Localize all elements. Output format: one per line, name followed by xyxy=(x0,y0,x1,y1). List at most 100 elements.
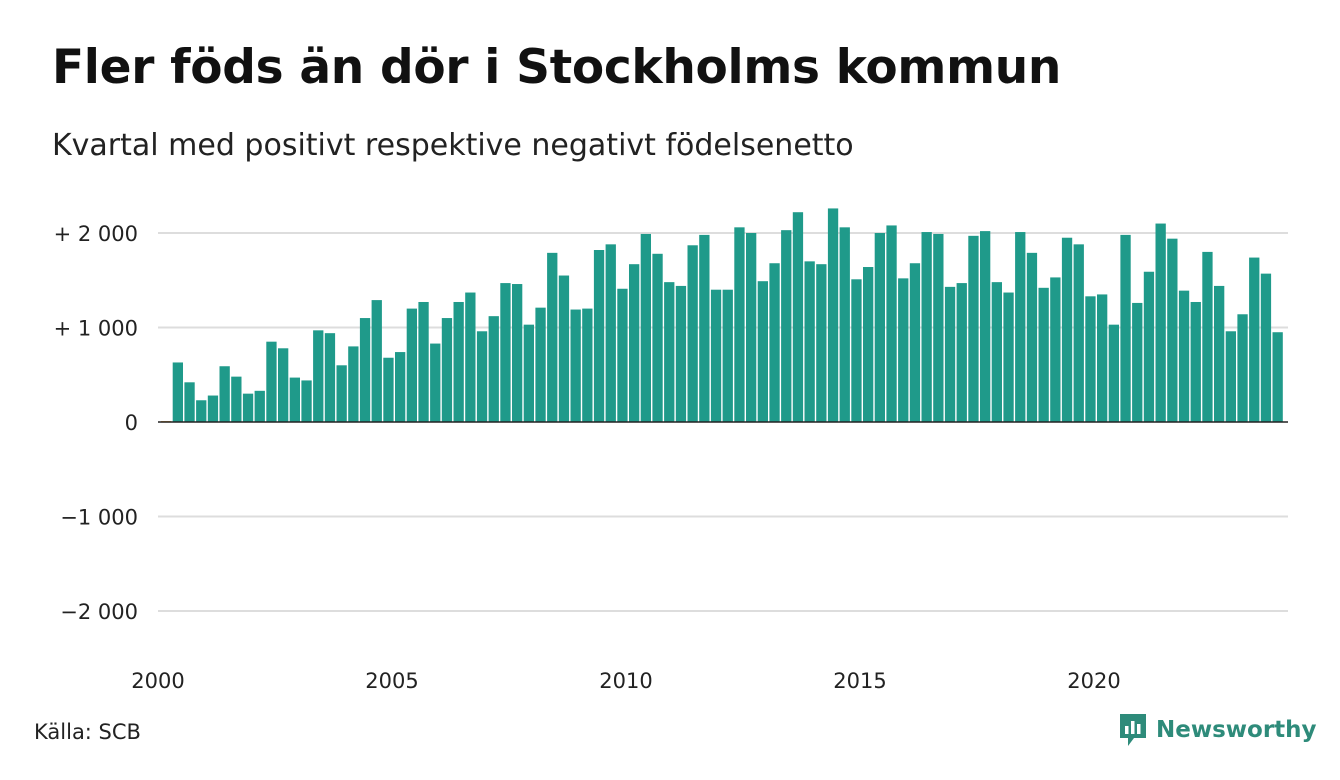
bar xyxy=(1178,290,1190,422)
bar xyxy=(465,292,476,422)
bar xyxy=(547,252,558,422)
brand-logo-link[interactable]: Newsworthy xyxy=(1118,712,1317,748)
bar xyxy=(886,225,897,422)
bar xyxy=(734,227,745,422)
bar xyxy=(769,263,780,422)
brand-name: Newsworthy xyxy=(1156,717,1317,743)
bar xyxy=(336,365,347,422)
y-axis-tick-labels: + 2 000 + 1 000 0 −1 000 −2 000 xyxy=(54,222,138,624)
bar xyxy=(406,308,417,422)
bar xyxy=(1249,257,1260,422)
bar xyxy=(558,275,570,422)
bar xyxy=(196,400,207,422)
bar xyxy=(441,318,453,422)
bar xyxy=(231,376,242,422)
bar xyxy=(1132,302,1143,422)
bar xyxy=(898,278,909,422)
bar xyxy=(207,395,219,422)
bar xyxy=(570,309,581,422)
bar xyxy=(839,227,850,422)
bar xyxy=(991,282,1002,422)
bar xyxy=(254,390,265,422)
bar xyxy=(851,279,862,422)
bar xyxy=(956,283,967,422)
source-note: Källa: SCB xyxy=(34,720,141,744)
bar xyxy=(1260,273,1272,422)
bar xyxy=(1120,234,1131,422)
bar xyxy=(1167,238,1178,422)
bar xyxy=(184,382,195,422)
x-axis-tick-labels: 2000 2005 2010 2015 2020 xyxy=(131,669,1120,693)
bar xyxy=(1202,251,1213,422)
bar xyxy=(687,245,698,422)
bar xyxy=(921,232,932,422)
bar xyxy=(348,346,359,422)
y-tick-label: + 1 000 xyxy=(54,317,138,341)
bars xyxy=(161,208,1283,423)
bar xyxy=(242,393,254,422)
bar xyxy=(874,233,885,422)
bar xyxy=(1155,223,1166,422)
bar xyxy=(629,264,640,422)
newsworthy-chart-icon xyxy=(1120,714,1146,746)
bar xyxy=(371,300,382,422)
y-tick-label: + 2 000 xyxy=(54,222,138,246)
bar xyxy=(278,348,289,422)
bar xyxy=(512,284,523,422)
bar xyxy=(1237,314,1248,422)
bar xyxy=(266,341,277,422)
bar xyxy=(699,234,710,422)
bar xyxy=(453,301,464,422)
bar xyxy=(324,333,336,422)
bar xyxy=(301,380,312,422)
bar xyxy=(944,286,956,422)
bar xyxy=(1085,296,1096,422)
bar xyxy=(605,244,616,422)
bar xyxy=(757,281,768,422)
bar xyxy=(827,208,839,422)
bar xyxy=(1097,294,1108,422)
bar xyxy=(664,282,675,422)
bar xyxy=(359,318,371,422)
bar xyxy=(746,233,757,422)
bar xyxy=(968,235,979,422)
bar xyxy=(535,307,546,422)
bar xyxy=(781,230,792,422)
bar xyxy=(1015,232,1026,422)
bar xyxy=(1108,324,1119,422)
bar xyxy=(909,263,921,422)
bar xyxy=(593,250,605,422)
bar xyxy=(816,264,827,422)
bar xyxy=(383,357,394,422)
bar xyxy=(500,283,511,422)
x-tick-label: 2020 xyxy=(1067,669,1120,693)
bar xyxy=(652,253,663,422)
bar xyxy=(1050,277,1061,422)
bar xyxy=(804,261,815,422)
bar xyxy=(617,288,628,422)
bar xyxy=(1214,285,1225,422)
bar xyxy=(523,324,534,422)
y-tick-label: 0 xyxy=(125,411,138,435)
bar xyxy=(582,308,593,422)
bar xyxy=(1073,244,1084,422)
bar xyxy=(488,316,499,422)
bar xyxy=(1038,287,1049,422)
bar xyxy=(1026,252,1038,422)
bar xyxy=(640,233,651,422)
x-tick-label: 2005 xyxy=(365,669,418,693)
bar xyxy=(710,289,722,422)
x-tick-label: 2015 xyxy=(833,669,886,693)
bar xyxy=(1003,292,1014,422)
bar xyxy=(395,352,406,422)
chart-subtitle: Kvartal med positivt respektive negativt… xyxy=(52,128,854,163)
bar xyxy=(980,231,991,422)
bar xyxy=(1190,301,1201,422)
bar xyxy=(792,212,804,422)
bar xyxy=(863,267,874,422)
bar xyxy=(1061,237,1073,422)
bar xyxy=(430,343,441,422)
bar xyxy=(1225,331,1236,422)
bar xyxy=(172,362,183,422)
bar xyxy=(722,289,733,422)
